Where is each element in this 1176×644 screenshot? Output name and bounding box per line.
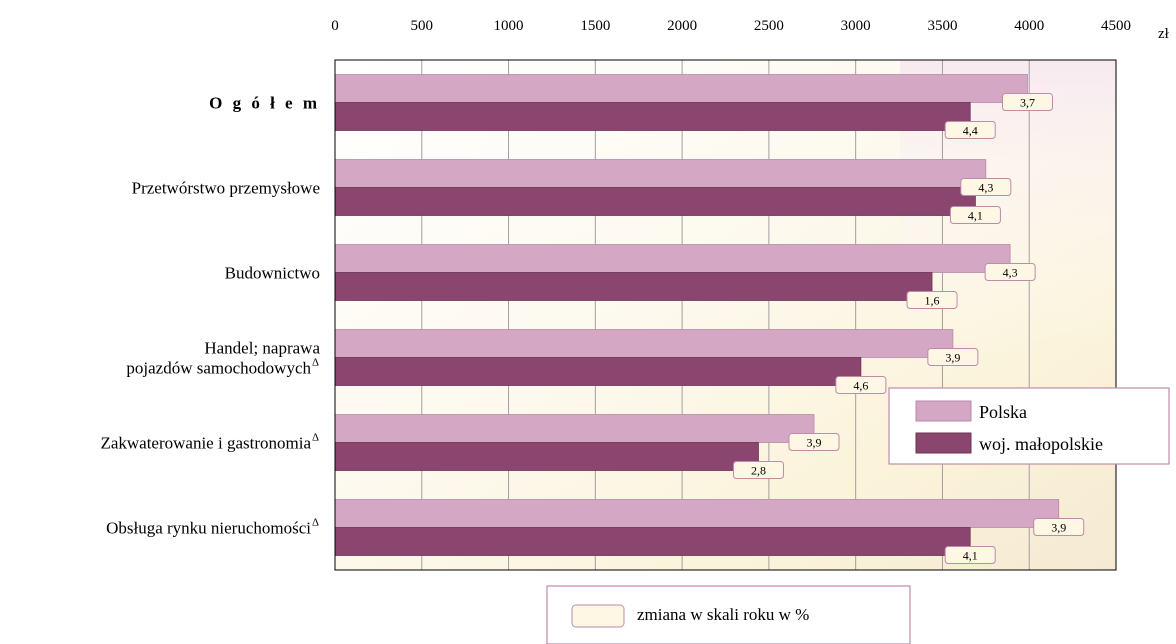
data-label: 4,1 — [968, 209, 983, 223]
bar-polska — [334, 499, 1060, 528]
data-label-box — [944, 121, 996, 139]
data-label: 3,9 — [945, 351, 960, 365]
x-tick-label: 3000 — [841, 18, 871, 34]
legend: Polska woj. małopolskie — [888, 387, 1170, 465]
data-label: 3,9 — [1051, 521, 1066, 535]
legend-label: Polska — [979, 402, 1027, 422]
bar-polska — [334, 329, 954, 358]
bar-polska — [334, 414, 815, 443]
data-label: 3,9 — [807, 436, 822, 450]
x-tick-label: 4000 — [1014, 18, 1044, 34]
bar-polska — [334, 159, 987, 188]
category-mark: Δ — [312, 517, 319, 529]
data-label-box — [944, 546, 996, 564]
data-label-box — [788, 433, 840, 451]
change-legend: zmiana w skali roku w % — [546, 585, 911, 644]
data-label-box — [927, 348, 979, 366]
x-axis-unit: zł — [1158, 26, 1170, 42]
data-label-box — [984, 263, 1036, 281]
category-label: Handel; naprawa — [204, 339, 320, 358]
category-mark: Δ — [312, 357, 319, 369]
change-legend-label: zmiana w skali roku w % — [637, 605, 809, 624]
data-label: 4,3 — [978, 181, 993, 195]
category-mark: Δ — [312, 432, 319, 444]
x-tick-label: 500 — [411, 18, 434, 34]
x-tick-label: 2000 — [667, 18, 697, 34]
bar-malopolskie — [334, 527, 971, 556]
category-label: pojazdów samochodowych — [126, 359, 311, 378]
data-label-box — [835, 376, 887, 394]
bar-malopolskie — [334, 102, 971, 131]
x-tick-label: 1500 — [580, 18, 610, 34]
data-label: 4,1 — [963, 549, 978, 563]
gridlines — [421, 60, 1030, 570]
category-labels: O g ó ł e m Przetwórstwo przemysłowe Budow… — [100, 94, 320, 538]
bar-malopolskie — [334, 442, 759, 471]
x-tick-label: 4500 — [1101, 18, 1131, 34]
x-tick-label: 1000 — [494, 18, 524, 34]
data-label: 3,7 — [1020, 96, 1035, 110]
bar-polska — [334, 244, 1011, 273]
bars — [334, 74, 1060, 556]
bar-malopolskie — [334, 187, 976, 216]
data-label-box — [949, 206, 1001, 224]
data-label: 1,6 — [925, 294, 940, 308]
x-axis-ticks: 0 500 1000 1500 2000 2500 3000 3500 4000 4500 — [331, 18, 1131, 34]
data-label-box — [1001, 93, 1053, 111]
data-label-box — [1033, 518, 1085, 536]
data-label-box — [960, 178, 1012, 196]
bar-malopolskie — [334, 272, 933, 301]
bar-malopolskie — [334, 357, 862, 386]
data-label-box — [732, 461, 784, 479]
data-label: 4,4 — [963, 124, 978, 138]
change-legend-swatch — [571, 604, 625, 628]
legend-swatch — [915, 400, 972, 422]
x-tick-label: 2500 — [754, 18, 784, 34]
data-labels: 3,7 4,4 4,3 4,1 4,3 1,6 3,9 4,6 3,9 2,8 3,9 4,1 — [732, 93, 1085, 564]
legend-swatch — [915, 432, 972, 454]
x-tick-label: 0 — [331, 18, 339, 34]
category-label: Przetwórstwo przemysłowe — [132, 179, 320, 198]
legend-label: woj. małopolskie — [979, 434, 1103, 454]
data-label: 4,6 — [853, 379, 868, 393]
bar-polska — [334, 74, 1028, 103]
category-label: Zakwaterowanie i gastronomia — [100, 434, 311, 453]
data-label: 4,3 — [1003, 266, 1018, 280]
category-label: Obsługa rynku nieruchomości — [106, 519, 311, 538]
x-tick-label: 3500 — [927, 18, 957, 34]
data-label: 2,8 — [751, 464, 766, 478]
plot-frame — [334, 59, 1117, 571]
category-label: O g ó ł e m — [209, 94, 320, 113]
data-label-box — [906, 291, 958, 309]
category-label: Budownictwo — [225, 264, 320, 283]
